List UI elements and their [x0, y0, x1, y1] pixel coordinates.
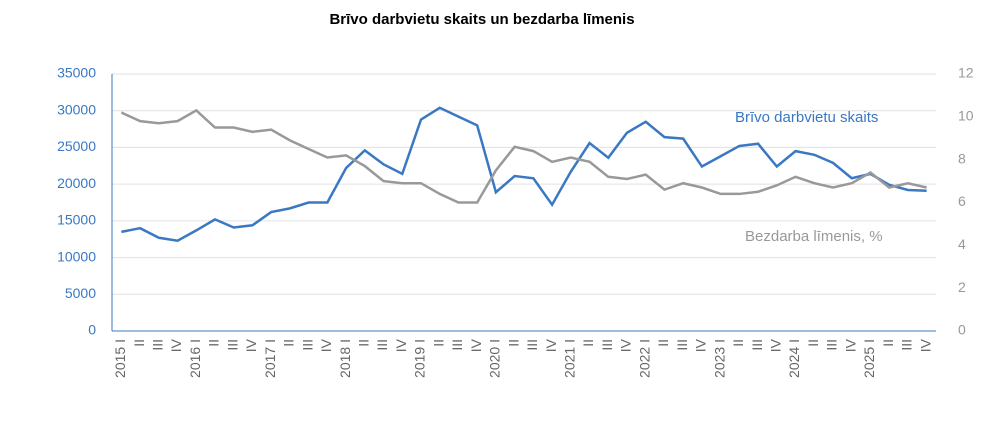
y2-tick-label: 0	[958, 322, 966, 338]
x-tick-label: 2021 I	[562, 339, 578, 378]
x-tick-label: III	[299, 339, 315, 351]
x-tick-label: 2022 I	[636, 339, 652, 378]
x-tick-label: IV	[318, 338, 334, 352]
x-tick-label: III	[824, 339, 840, 351]
y-tick-label: 20000	[57, 175, 96, 191]
x-tick-label: IV	[168, 338, 184, 352]
x-tick-label: III	[524, 339, 540, 351]
x-tick-label: II	[655, 339, 671, 347]
x-tick-label: 2025 I	[861, 339, 877, 378]
y-tick-label: 15000	[57, 212, 96, 228]
x-tick-label: 2016 I	[187, 339, 203, 378]
x-tick-label: III	[899, 339, 915, 351]
x-tick-label: 2020 I	[487, 339, 503, 378]
y-tick-label: 10000	[57, 248, 96, 264]
x-tick-label: IV	[618, 338, 634, 352]
x-tick-label: IV	[842, 338, 858, 352]
x-tick-label: 2015 I	[112, 339, 128, 378]
y-tick-label: 35000	[57, 65, 96, 81]
x-tick-label: IV	[543, 338, 559, 352]
x-tick-label: 2024 I	[786, 339, 802, 378]
series-label: Bezdarba līmenis, %	[745, 228, 883, 245]
x-tick-label: II	[730, 339, 746, 347]
series-line	[121, 106, 927, 242]
x-tick-label: IV	[393, 338, 409, 352]
x-tick-label: III	[150, 339, 166, 351]
x-tick-label: IV	[693, 338, 709, 352]
x-tick-label: III	[224, 339, 240, 351]
x-tick-label: III	[374, 339, 390, 351]
y2-tick-label: 12	[958, 65, 974, 81]
x-tick-label: II	[206, 339, 222, 347]
x-tick-label: 2019 I	[412, 339, 428, 378]
x-tick-label: II	[131, 339, 147, 347]
y2-tick-label: 6	[958, 193, 966, 209]
y-tick-label: 5000	[65, 285, 96, 301]
y-tick-label: 25000	[57, 138, 96, 154]
x-tick-label: II	[281, 339, 297, 347]
x-tick-label: III	[449, 339, 465, 351]
y-tick-label: 0	[88, 322, 96, 338]
series-line	[120, 108, 927, 204]
x-tick-label: III	[749, 339, 765, 351]
series-label: Brīvo darbvietu skaits	[735, 109, 878, 126]
x-tick-label: IV	[243, 338, 259, 352]
x-tick-label: 2018 I	[337, 339, 353, 378]
x-tick-label: II	[580, 339, 596, 347]
x-tick-label: II	[505, 339, 521, 347]
x-tick-label: III	[599, 339, 615, 351]
x-tick-label: II	[805, 339, 821, 347]
x-tick-label: IV	[917, 338, 933, 352]
x-tick-label: IV	[468, 338, 484, 352]
y2-tick-label: 2	[958, 279, 966, 295]
chart-title: Brīvo darbvietu skaits un bezdarba līmen…	[329, 11, 634, 28]
x-tick-label: 2023 I	[711, 339, 727, 378]
x-tick-label: 2017 I	[262, 339, 278, 378]
x-tick-label: II	[430, 339, 446, 347]
x-tick-label: II	[880, 339, 896, 347]
y2-tick-label: 10	[958, 108, 974, 124]
y2-tick-label: 8	[958, 150, 966, 166]
x-tick-label: IV	[768, 338, 784, 352]
y2-tick-label: 4	[958, 236, 966, 252]
y-tick-label: 30000	[57, 101, 96, 117]
x-tick-label: III	[674, 339, 690, 351]
x-tick-label: II	[356, 339, 372, 347]
